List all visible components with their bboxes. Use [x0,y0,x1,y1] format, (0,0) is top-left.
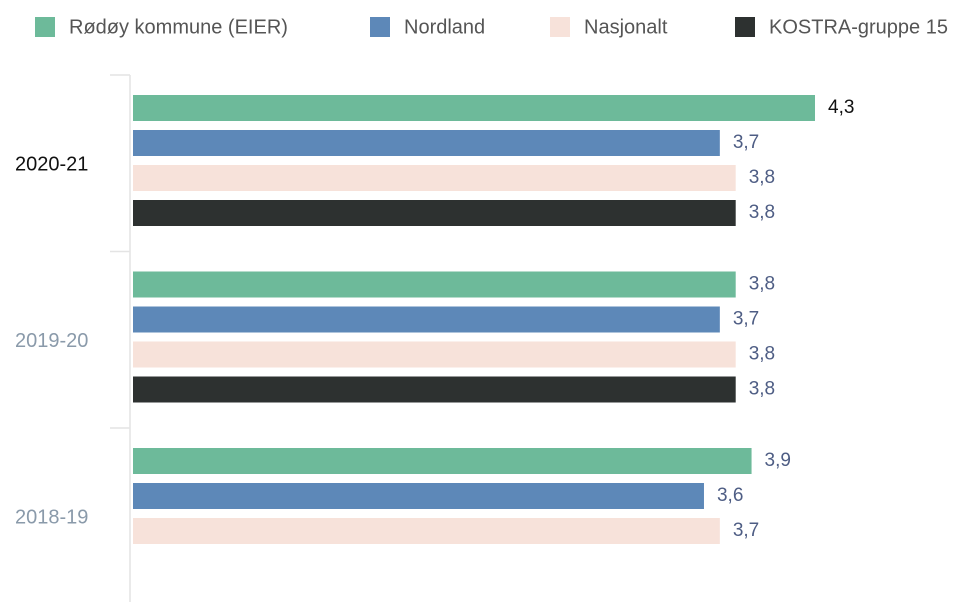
legend-swatch [550,17,570,37]
bar [133,448,752,474]
value-label: 3,7 [733,309,759,330]
value-label: 3,6 [717,485,743,506]
value-label: 3,7 [733,132,759,153]
legend-label: Nasjonalt [584,16,668,38]
legend-label: KOSTRA-gruppe 15 [769,16,948,38]
value-label: 3,8 [749,274,775,295]
legend-label: Rødøy kommune (EIER) [69,16,288,38]
category-label: 2019-20 [15,330,88,352]
value-label: 3,8 [749,167,775,188]
legend-label: Nordland [404,16,485,38]
legend-swatch [735,17,755,37]
bar [133,483,704,509]
category-label: 2018-19 [15,506,88,528]
legend-swatch [370,17,390,37]
value-label: 3,9 [765,450,791,471]
value-label: 3,7 [733,520,759,541]
bar [133,306,720,333]
value-label: 3,8 [749,379,775,400]
bar [133,95,815,121]
bar [133,341,736,368]
category-label: 2020-21 [15,153,88,175]
bar [133,271,736,298]
value-label: 3,8 [749,202,775,223]
legend-swatch [35,17,55,37]
value-label: 3,8 [749,344,775,365]
value-label: 4,3 [828,97,854,118]
bar [133,165,736,191]
bar [133,376,736,403]
bar [133,518,720,544]
bar [133,200,736,226]
bar [133,130,720,156]
